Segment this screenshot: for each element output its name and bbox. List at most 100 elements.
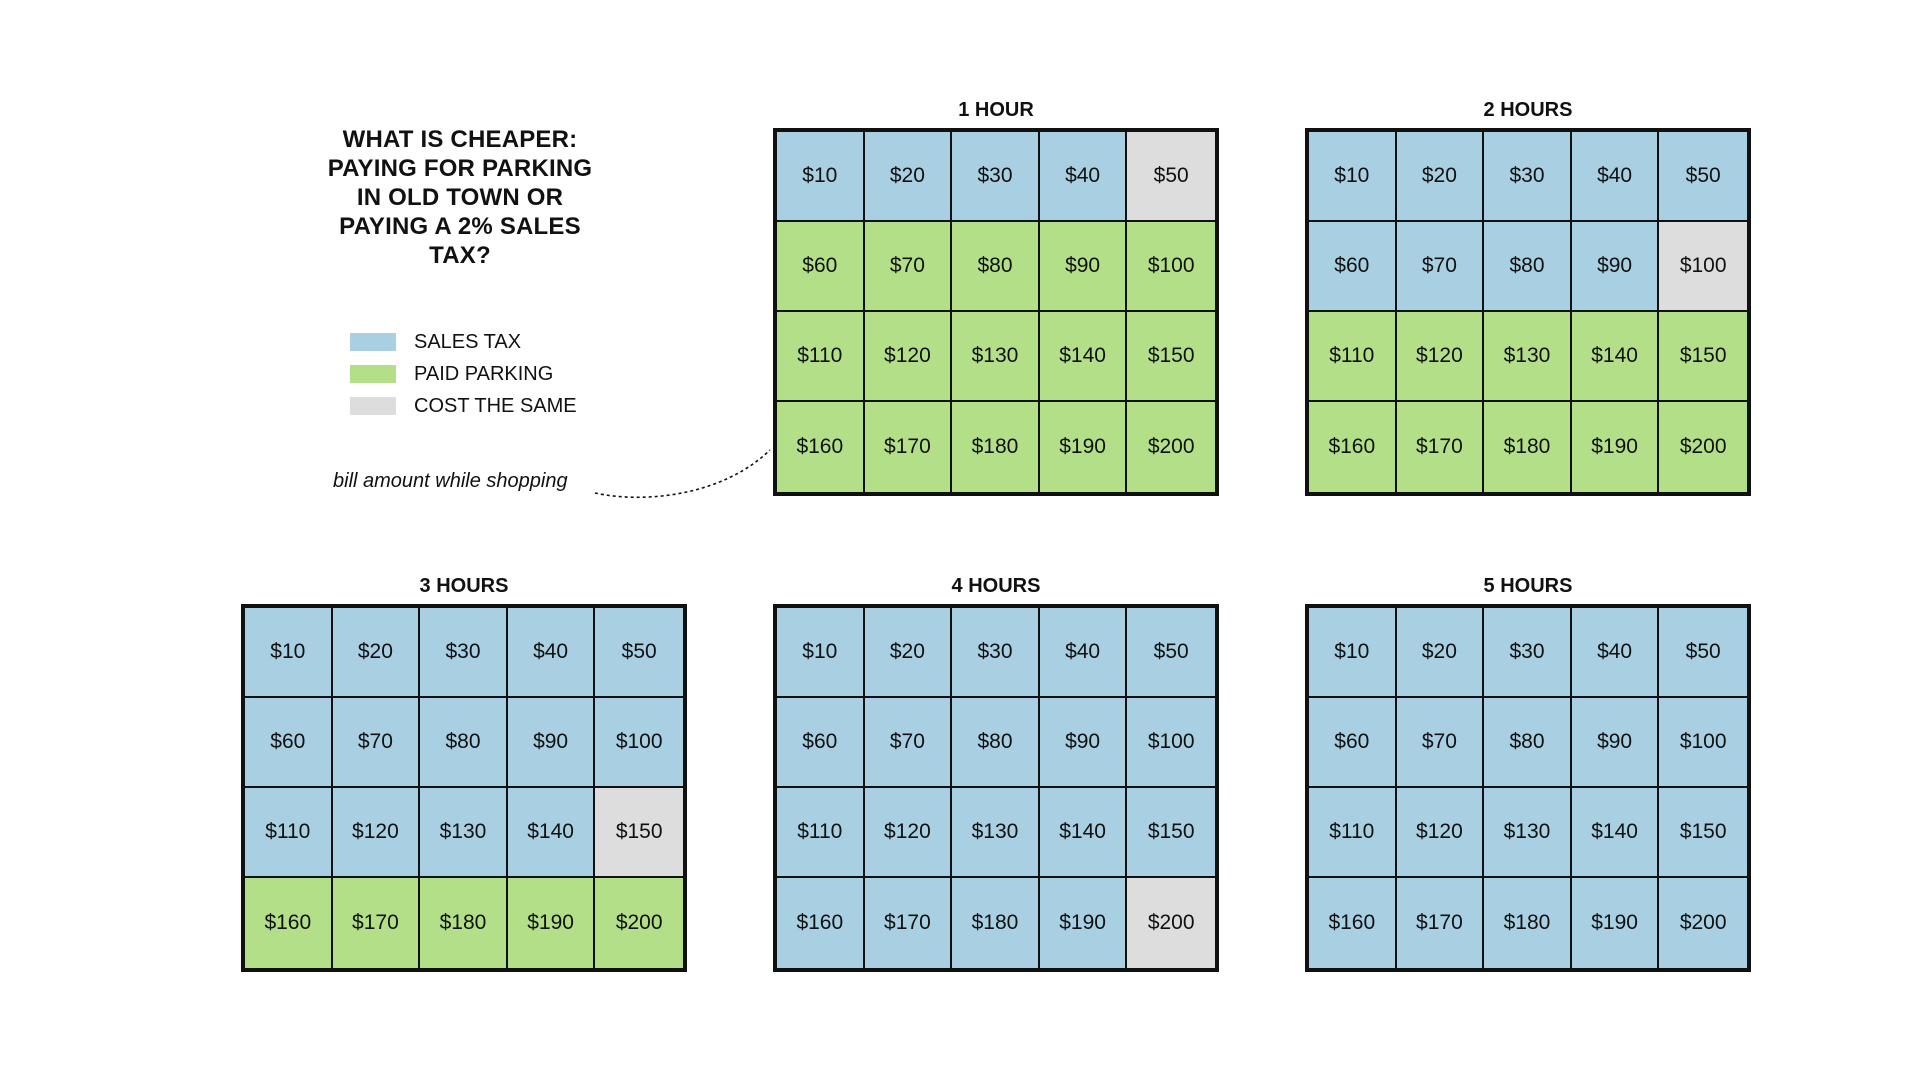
- grid-cell: $190: [1039, 402, 1128, 492]
- legend-swatch-sales-tax: [350, 333, 396, 351]
- grid-cell: $20: [864, 608, 953, 698]
- grid-cell: $140: [1039, 312, 1128, 402]
- grid-cell: $160: [777, 878, 865, 968]
- legend-label: SALES TAX: [414, 330, 522, 353]
- grid-cell: $60: [777, 698, 865, 788]
- legend-swatch-cost-the-same: [350, 397, 396, 415]
- grid-cell: $130: [952, 312, 1040, 402]
- grid-cell: $30: [1484, 132, 1572, 222]
- panel-grid: $10 $20 $30 $40 $50 $60 $70 $80 $90 $100 $110 $120 $…: [1305, 128, 1751, 496]
- legend-label: COST THE SAME: [414, 394, 577, 417]
- title-line: IN OLD TOWN OR: [356, 184, 564, 211]
- grid-cell: $150: [1127, 312, 1215, 402]
- panel-grid: $10 $20 $30 $40 $50 $60 $70 $80 $90 $100 $110 $120 $…: [773, 128, 1219, 496]
- grid-cell: $40: [1039, 132, 1128, 222]
- grid-cell: $200: [1659, 402, 1747, 492]
- grid-cell: $120: [332, 788, 421, 878]
- legend: SALES TAX PAID PARKING COST THE SAME: [350, 326, 577, 422]
- grid-cell: $170: [332, 878, 421, 968]
- panel-grid: $10 $20 $30 $40 $50 $60 $70 $80 $90 $100 $110 $120 $…: [241, 604, 687, 972]
- title-line: PAYING FOR PARKING: [327, 155, 593, 182]
- grid-cell: $80: [1484, 222, 1572, 312]
- grid-cell: $170: [864, 402, 953, 492]
- grid-cell: $120: [864, 312, 953, 402]
- grid-cell: $170: [864, 878, 953, 968]
- grid-cell: $40: [1571, 608, 1660, 698]
- grid-cell: $60: [245, 698, 333, 788]
- grid-cell: $100: [1659, 698, 1747, 788]
- grid-cell: $150: [1127, 788, 1215, 878]
- grid-cell: $80: [952, 698, 1040, 788]
- grid-cell: $170: [1396, 878, 1485, 968]
- grid-cell: $30: [952, 608, 1040, 698]
- grid-cell: $70: [864, 698, 953, 788]
- grid-cell: $90: [1571, 698, 1660, 788]
- grid-cell: $100: [1127, 698, 1215, 788]
- panel-title: 2 HOURS: [1483, 99, 1573, 121]
- title-line: WHAT IS CHEAPER:: [342, 126, 578, 153]
- grid-cell: $90: [507, 698, 596, 788]
- grid-cell: $40: [1039, 608, 1128, 698]
- grid-cell: $140: [1571, 312, 1660, 402]
- panel-2-hours: 2 HOURS $10 $20 $30 $40 $50 $60 $70 $80 $90 $100 $…: [1305, 98, 1751, 496]
- grid-cell: $120: [1396, 312, 1485, 402]
- grid-cell: $10: [1309, 132, 1397, 222]
- panel-5-hours: 5 HOURS $10 $20 $30 $40 $50 $60 $70 $80 $90 $100 $…: [1305, 574, 1751, 972]
- grid-cell: $150: [1659, 788, 1747, 878]
- grid-cell: $50: [1659, 132, 1747, 222]
- grid-cell: $180: [952, 402, 1040, 492]
- grid-cell: $180: [952, 878, 1040, 968]
- grid-cell: $80: [952, 222, 1040, 312]
- grid-cell: $90: [1571, 222, 1660, 312]
- grid-cell: $140: [1571, 788, 1660, 878]
- grid-cell: $100: [595, 698, 683, 788]
- grid-cell: $150: [1659, 312, 1747, 402]
- grid-cell: $30: [952, 132, 1040, 222]
- grid-cell: $200: [1659, 878, 1747, 968]
- grid-cell: $140: [1039, 788, 1128, 878]
- grid-cell: $100: [1127, 222, 1215, 312]
- grid-cell: $50: [595, 608, 683, 698]
- grid-cell: $30: [420, 608, 508, 698]
- grid-cell: $60: [777, 222, 865, 312]
- grid-cell: $50: [1127, 608, 1215, 698]
- grid-cell: $10: [245, 608, 333, 698]
- grid-cell: $180: [1484, 878, 1572, 968]
- grid-cell: $20: [332, 608, 421, 698]
- grid-cell: $30: [1484, 608, 1572, 698]
- grid-cell: $130: [1484, 312, 1572, 402]
- panel-title: 1 HOUR: [958, 99, 1034, 121]
- grid-cell: $70: [332, 698, 421, 788]
- grid-cell: $50: [1659, 608, 1747, 698]
- grid-cell: $70: [864, 222, 953, 312]
- panel-grid: $10 $20 $30 $40 $50 $60 $70 $80 $90 $100 $110 $120 $…: [773, 604, 1219, 972]
- grid-cell: $130: [420, 788, 508, 878]
- grid-cell: $10: [777, 132, 865, 222]
- grid-cell: $70: [1396, 698, 1485, 788]
- panel-title: 3 HOURS: [419, 575, 509, 597]
- grid-cell: $200: [1127, 878, 1215, 968]
- title-line: PAYING A 2% SALES: [339, 213, 581, 240]
- grid-cell: $50: [1127, 132, 1215, 222]
- grid-cell: $190: [507, 878, 596, 968]
- annotation-label: bill amount while shopping: [333, 470, 568, 492]
- grid-cell: $60: [1309, 222, 1397, 312]
- grid-cell: $90: [1039, 698, 1128, 788]
- grid-cell: $20: [864, 132, 953, 222]
- title-line: TAX?: [429, 242, 491, 269]
- legend-item-sales-tax: SALES TAX: [350, 326, 577, 358]
- grid-cell: $160: [1309, 402, 1397, 492]
- grid-cell: $110: [1309, 788, 1397, 878]
- panel-3-hours: 3 HOURS $10 $20 $30 $40 $50 $60 $70 $80 $90 $100 $…: [241, 574, 687, 972]
- grid-cell: $120: [1396, 788, 1485, 878]
- panel-title: 4 HOURS: [951, 575, 1041, 597]
- grid-cell: $110: [245, 788, 333, 878]
- grid-cell: $190: [1571, 878, 1660, 968]
- grid-cell: $160: [245, 878, 333, 968]
- panel-1-hour: 1 HOUR $10 $20 $30 $40 $50 $60 $70 $80 $90 $100 $1…: [773, 98, 1219, 496]
- grid-cell: $180: [420, 878, 508, 968]
- grid-cell: $200: [595, 878, 683, 968]
- grid-cell: $190: [1039, 878, 1128, 968]
- grid-cell: $20: [1396, 132, 1485, 222]
- grid-cell: $90: [1039, 222, 1128, 312]
